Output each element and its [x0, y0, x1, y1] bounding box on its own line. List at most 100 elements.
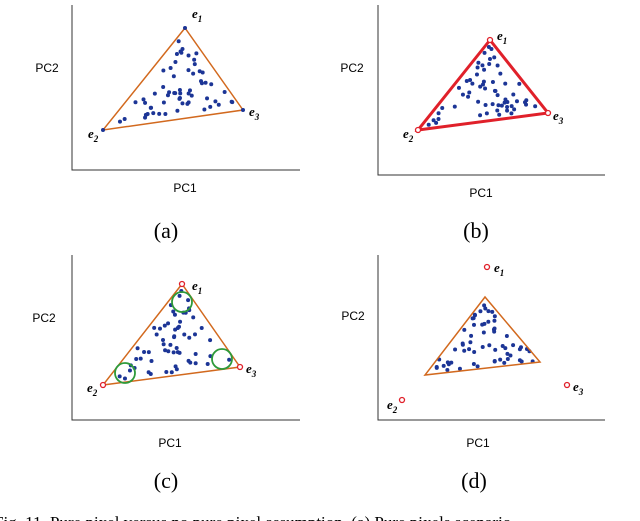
data-point	[171, 309, 176, 314]
data-point	[163, 112, 168, 117]
data-point	[173, 364, 178, 369]
data-point	[174, 346, 179, 351]
data-point	[469, 333, 474, 338]
vertex-index: 1	[198, 286, 203, 296]
vertex-index: 1	[500, 268, 505, 278]
data-point	[193, 361, 198, 366]
data-point	[127, 368, 132, 373]
data-point	[502, 360, 507, 365]
data-point	[208, 104, 213, 109]
data-point	[203, 80, 208, 85]
data-point	[187, 335, 192, 340]
vertex-letter: e	[192, 6, 198, 21]
data-point	[193, 351, 198, 356]
data-point	[492, 359, 497, 364]
data-point	[487, 57, 492, 62]
data-point	[505, 100, 510, 105]
vertex-index: 1	[198, 14, 203, 24]
x-axis-label: PC1	[173, 181, 197, 195]
x-axis-label: PC1	[466, 436, 490, 450]
data-point	[471, 362, 476, 367]
data-point	[505, 104, 510, 109]
figure-caption: Fig. 11. Pure pixel versus no pure pixel…	[0, 513, 516, 521]
vertex-index: 2	[392, 405, 398, 415]
endmember	[483, 263, 491, 271]
panel-caption: (b)	[463, 218, 489, 243]
data-point	[492, 329, 497, 334]
data-point	[498, 71, 503, 76]
data-point	[177, 324, 182, 329]
endmember	[183, 26, 187, 30]
simplex	[423, 295, 542, 376]
data-point	[163, 348, 168, 353]
data-point	[173, 91, 178, 96]
data-point	[146, 350, 151, 355]
vertex-letter: e	[387, 397, 393, 412]
data-point	[474, 72, 479, 77]
panel-caption: (c)	[154, 468, 178, 493]
endmember	[101, 128, 105, 132]
pure-pixel-region	[171, 291, 193, 313]
data-point	[166, 321, 171, 326]
panel-caption: (a)	[154, 218, 178, 243]
data-point	[478, 113, 483, 118]
data-point	[445, 360, 450, 365]
data-point	[436, 116, 441, 121]
data-point	[482, 303, 487, 308]
simplex	[101, 26, 245, 132]
data-point	[157, 326, 162, 331]
data-point	[171, 74, 176, 79]
vertex-letter: e	[246, 361, 252, 376]
data-point	[192, 62, 197, 67]
data-point	[471, 322, 476, 327]
data-point	[186, 91, 191, 96]
data-point	[229, 99, 234, 104]
endmember	[236, 363, 244, 371]
y-axis-label: PC2	[341, 309, 365, 323]
data-point	[487, 343, 492, 348]
axes	[71, 5, 300, 171]
data-point	[486, 44, 491, 49]
data-point	[222, 90, 227, 95]
data-point	[176, 39, 181, 44]
data-point	[504, 333, 509, 338]
vertex-letter: e	[497, 28, 503, 43]
data-point	[197, 69, 202, 74]
data-point	[185, 101, 190, 106]
endmember	[486, 36, 494, 44]
data-point	[468, 77, 473, 82]
data-point	[167, 90, 172, 95]
data-point	[154, 332, 159, 337]
data-point	[483, 86, 488, 91]
data-point	[457, 366, 462, 371]
data-point	[505, 108, 510, 113]
data-point	[171, 350, 176, 355]
data-point	[490, 80, 495, 85]
vertex-label: e2	[87, 380, 98, 398]
data-point	[517, 81, 522, 86]
data-point	[486, 319, 491, 324]
data-point	[480, 82, 485, 87]
data-point	[495, 108, 500, 113]
endmember	[178, 280, 186, 288]
data-point	[205, 361, 210, 366]
data-point	[117, 374, 122, 379]
data-point	[138, 356, 143, 361]
data-point	[157, 111, 162, 116]
vertex-label: e1	[494, 260, 504, 278]
data-point	[161, 342, 166, 347]
data-point	[478, 84, 483, 89]
data-point	[161, 85, 166, 90]
data-point	[180, 101, 185, 106]
data-point	[436, 111, 441, 116]
endmember	[544, 109, 552, 117]
endmember	[99, 381, 107, 389]
vertex-label: e3	[249, 104, 260, 122]
data-point	[492, 326, 497, 331]
data-point	[475, 65, 480, 70]
data-point	[514, 99, 519, 104]
data-point	[467, 347, 472, 352]
data-point	[508, 353, 513, 358]
data-point	[484, 111, 489, 116]
